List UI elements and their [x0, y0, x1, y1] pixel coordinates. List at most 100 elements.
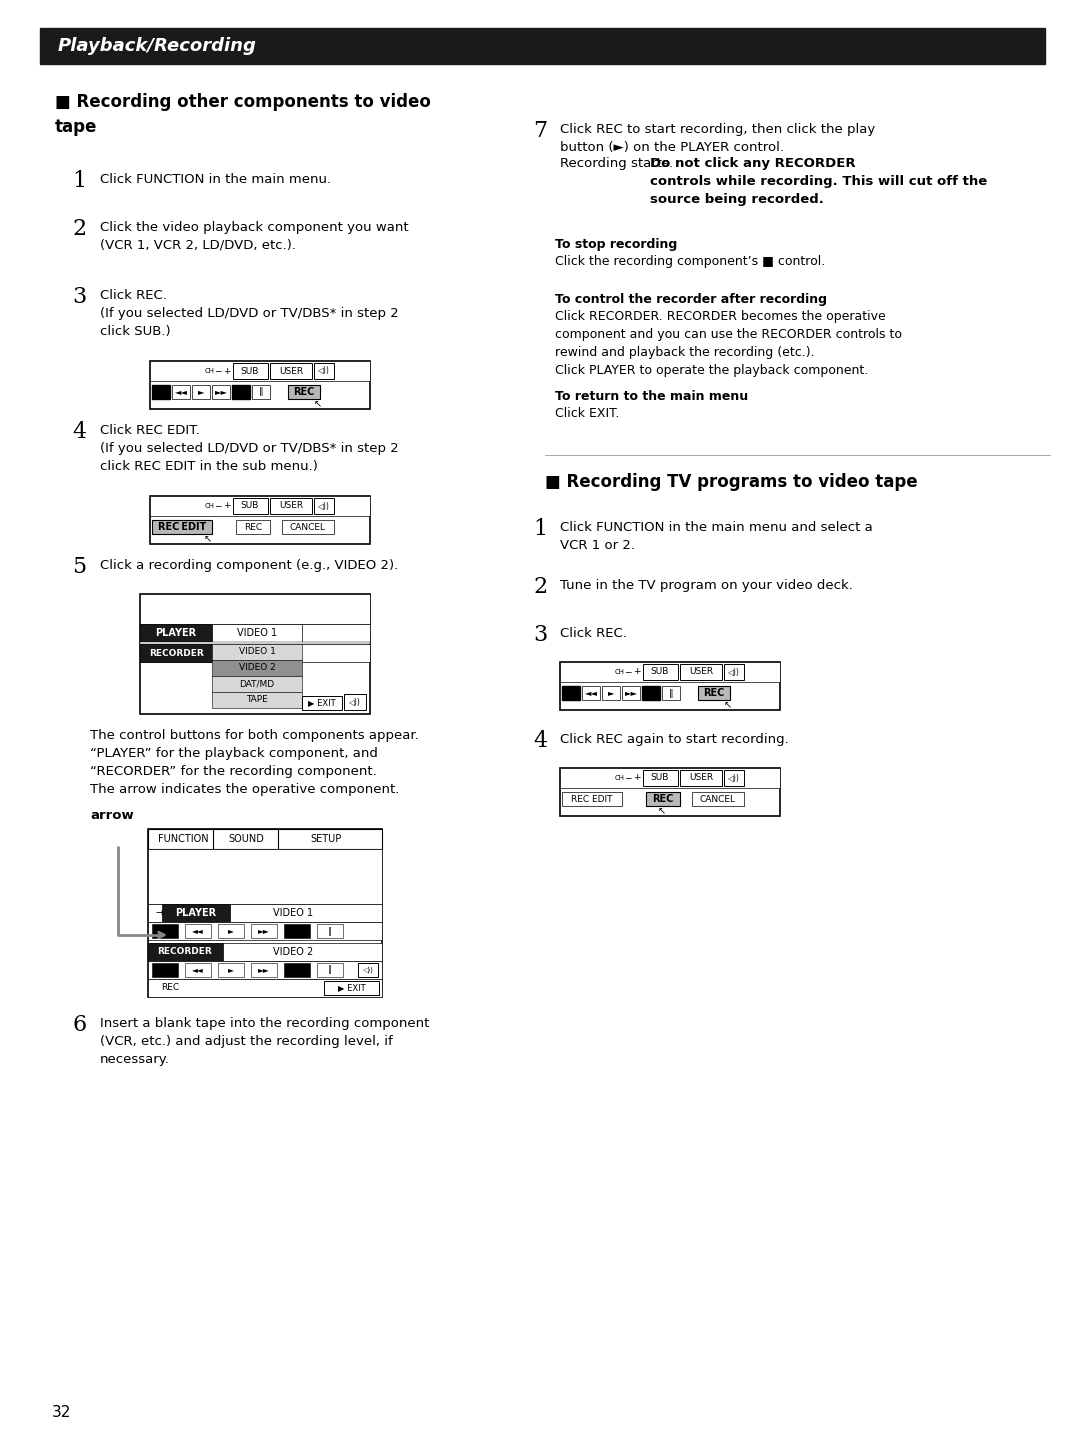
Text: Click FUNCTION in the main menu.: Click FUNCTION in the main menu. [100, 173, 332, 186]
Text: ↖: ↖ [658, 806, 666, 816]
Text: Click a recording component (e.g., VIDEO 2).: Click a recording component (e.g., VIDEO… [100, 558, 399, 571]
Text: +: + [633, 668, 640, 676]
Text: ◄◄: ◄◄ [192, 966, 204, 974]
Text: 3: 3 [534, 625, 548, 646]
Text: Click REC again to start recording.: Click REC again to start recording. [561, 732, 788, 745]
Text: VIDEO 1: VIDEO 1 [273, 908, 313, 918]
Bar [192, 386, 210, 399]
Bar [582, 686, 600, 699]
Bar [562, 686, 580, 699]
Text: Insert a blank tape into the recording component
(VCR, etc.) and adjust the reco: Insert a blank tape into the recording c… [100, 1017, 430, 1066]
Bar [561, 768, 780, 816]
Text: 7: 7 [534, 119, 548, 142]
Text: −: − [624, 668, 632, 676]
Text: −: − [214, 502, 221, 511]
Text: USER: USER [279, 367, 303, 376]
Bar [680, 770, 723, 786]
Bar [561, 662, 780, 682]
Bar [561, 662, 780, 709]
Text: PLAYER: PLAYER [156, 627, 197, 637]
Text: Click the recording component’s ■ control.: Click the recording component’s ■ contro… [555, 255, 825, 268]
Text: CH: CH [615, 669, 625, 675]
Bar [148, 904, 382, 922]
Text: ‖: ‖ [328, 966, 332, 974]
Text: To stop recording: To stop recording [555, 237, 677, 250]
Text: SUB: SUB [651, 668, 670, 676]
Bar [185, 924, 211, 938]
Text: ◁)): ◁)) [349, 698, 361, 707]
Bar [357, 963, 378, 977]
Bar [140, 645, 370, 662]
Bar [212, 692, 302, 708]
Text: Click RECORDER. RECORDER becomes the operative
component and you can use the REC: Click RECORDER. RECORDER becomes the ope… [555, 309, 902, 377]
Text: PLAYER: PLAYER [175, 908, 217, 918]
Text: Recording starts.: Recording starts. [561, 157, 681, 170]
Text: Click EXIT.: Click EXIT. [555, 407, 619, 420]
Bar [692, 791, 744, 806]
Bar [218, 963, 244, 977]
Bar [140, 594, 370, 625]
Text: SUB: SUB [651, 774, 670, 783]
Bar [288, 386, 320, 399]
Bar [40, 27, 1045, 63]
Bar [140, 625, 212, 642]
Text: 4: 4 [534, 730, 548, 753]
Bar [646, 791, 680, 806]
Text: 3: 3 [72, 286, 86, 308]
Text: ‖: ‖ [259, 387, 264, 397]
Text: Click REC.: Click REC. [561, 627, 626, 640]
Bar [622, 686, 640, 699]
Bar [282, 519, 334, 534]
Text: VIDEO 1: VIDEO 1 [237, 627, 278, 637]
Text: SETUP: SETUP [310, 835, 341, 845]
Bar [150, 496, 370, 517]
Text: +: + [222, 502, 230, 511]
Bar [643, 663, 678, 681]
Text: Tune in the TV program on your video deck.: Tune in the TV program on your video dec… [561, 578, 853, 591]
Text: ■ Recording TV programs to video tape: ■ Recording TV programs to video tape [545, 473, 918, 491]
Bar [212, 645, 302, 661]
Text: CH: CH [205, 504, 215, 509]
Bar [148, 943, 382, 961]
Bar [140, 645, 212, 662]
Bar [148, 961, 382, 979]
Text: arrow: arrow [90, 809, 134, 822]
Text: 1: 1 [72, 170, 86, 191]
Text: ►►: ►► [258, 966, 270, 974]
Text: ◄◄: ◄◄ [192, 927, 204, 935]
Bar [252, 386, 270, 399]
Bar [302, 696, 342, 709]
Text: 6: 6 [72, 1014, 86, 1036]
Text: ▶ EXIT: ▶ EXIT [308, 698, 336, 708]
Text: ◄◄: ◄◄ [584, 688, 597, 698]
Bar [212, 676, 302, 692]
Bar [318, 924, 343, 938]
Bar [233, 498, 268, 514]
Bar [148, 849, 382, 904]
Text: ►: ► [228, 927, 234, 935]
Bar [233, 363, 268, 378]
Bar [270, 498, 312, 514]
Text: Click the video playback component you want
(VCR 1, VCR 2, LD/DVD, etc.).: Click the video playback component you w… [100, 222, 408, 252]
Text: +: + [222, 367, 230, 376]
Text: REC EDIT: REC EDIT [571, 794, 612, 803]
Bar [698, 686, 730, 699]
Text: Click REC to start recording, then click the play
button (►) on the PLAYER contr: Click REC to start recording, then click… [561, 122, 875, 154]
Text: ‖: ‖ [669, 688, 673, 698]
Text: REC EDIT: REC EDIT [158, 522, 206, 532]
Text: CH: CH [615, 776, 625, 781]
Text: Do not click any RECORDER
controls while recording. This will cut off the
source: Do not click any RECORDER controls while… [650, 157, 987, 206]
Bar [314, 363, 334, 378]
Bar [140, 594, 370, 714]
Text: Click REC.
(If you selected LD/DVD or TV/DBS* in step 2
click SUB.): Click REC. (If you selected LD/DVD or TV… [100, 289, 399, 338]
Text: ↖: ↖ [724, 699, 732, 709]
Text: −: − [214, 367, 221, 376]
Text: ►►: ►► [624, 688, 637, 698]
Text: USER: USER [279, 502, 303, 511]
Bar [212, 386, 230, 399]
Bar [561, 768, 780, 789]
Text: 2: 2 [534, 576, 548, 599]
Text: The control buttons for both components appear.
“PLAYER” for the playback compon: The control buttons for both components … [90, 730, 419, 796]
Text: ■ Recording other components to video
tape: ■ Recording other components to video ta… [55, 94, 431, 137]
Bar [237, 519, 270, 534]
